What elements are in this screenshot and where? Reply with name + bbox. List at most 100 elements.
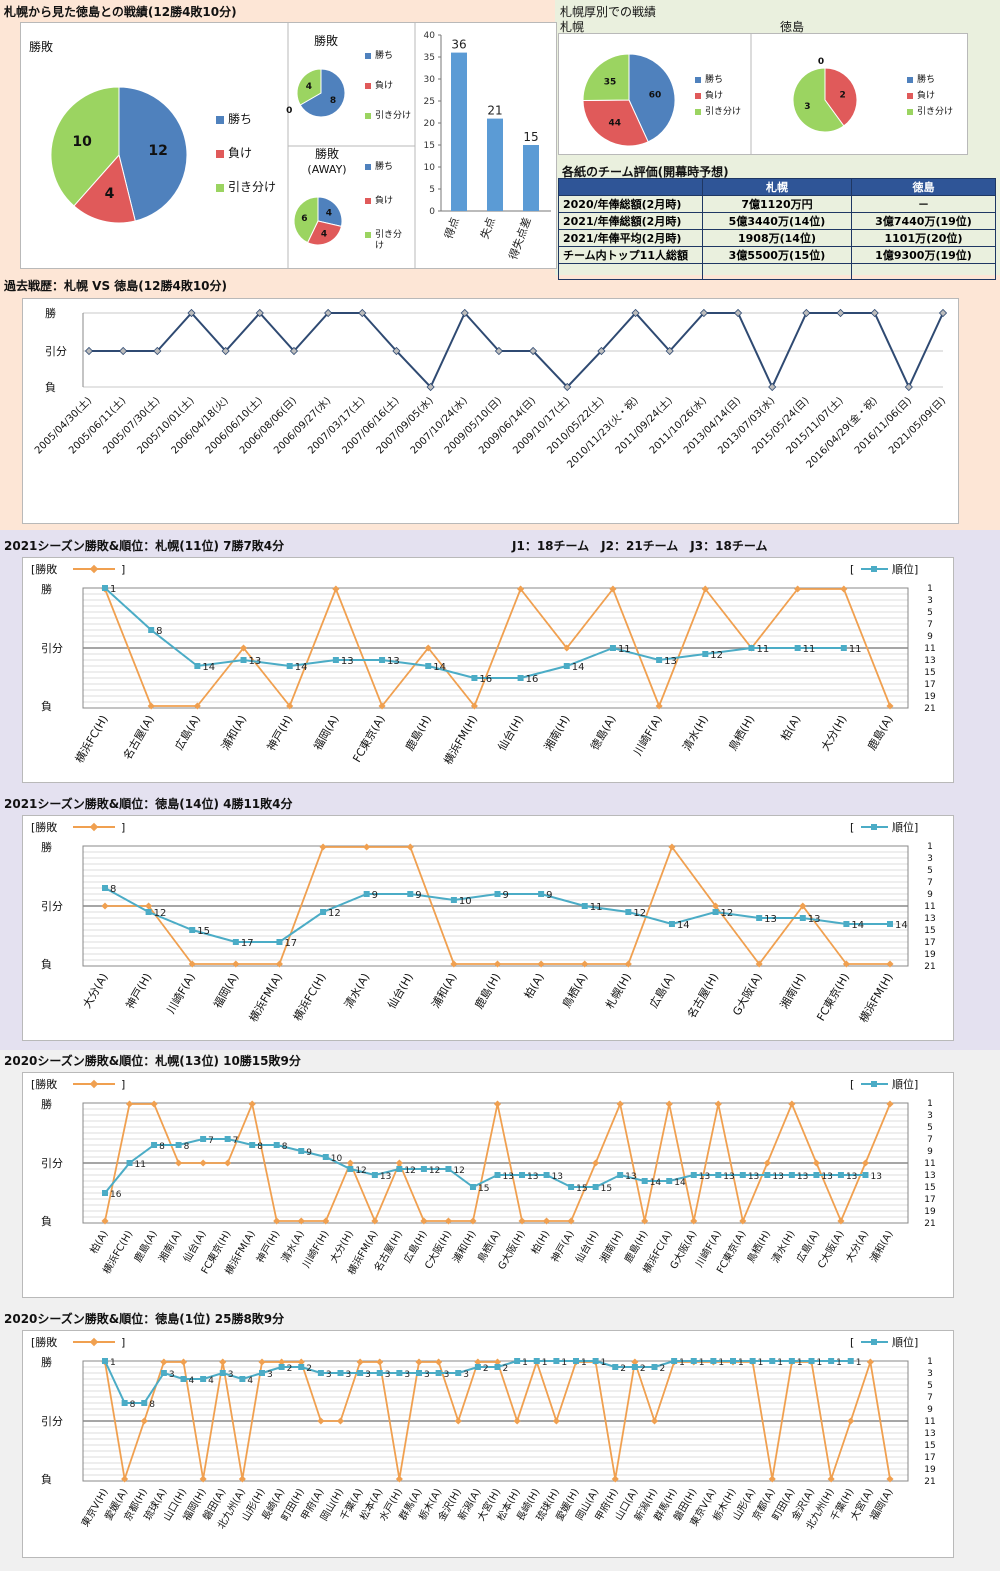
h2h-ylabel: 引分 xyxy=(45,344,67,358)
season-4-result-point xyxy=(847,1417,855,1425)
season-3-rank-label: 13 xyxy=(699,1172,710,1182)
season-1-rank-point xyxy=(794,645,801,651)
season-3-rank-point xyxy=(617,1172,624,1178)
goals-bar xyxy=(451,52,467,211)
season-3-opponent-label: 浦和(A) xyxy=(867,1228,896,1265)
season-3-rank-label: 12 xyxy=(404,1166,415,1176)
season-2-opponent-label: 横浜FM(A) xyxy=(246,971,285,1025)
goals-bar-label: 15 xyxy=(523,130,538,144)
season-1-opponent-label: 柏(A) xyxy=(778,713,804,743)
season-2-plot-frame xyxy=(82,845,909,967)
season-1-panel: [勝敗][順位] 勝引分負 1 3 5 7 9 11 13 15 17 19 21 1 8 14 13 14 13 1… xyxy=(22,557,954,783)
season-3-rank-label: 15 xyxy=(576,1184,587,1194)
season-3-rank-point xyxy=(494,1172,501,1178)
main-pie-label-draw: 10 xyxy=(72,134,92,150)
tokushima-pie-legend-swatch-loss xyxy=(907,93,913,99)
season-3-rank-label: 7 xyxy=(208,1136,214,1146)
sapporo-pie-legend-win: 勝ち xyxy=(705,73,723,85)
sapporo-pie-slice-loss xyxy=(582,99,649,147)
season-3-rank-point xyxy=(298,1148,305,1154)
h2h-date-label: 2006/06/10(土) xyxy=(202,394,265,457)
home-pie-slice-win xyxy=(299,68,346,118)
season-3-rank-tick: 13 xyxy=(924,1171,935,1181)
season-1-result-point xyxy=(147,702,155,710)
season-2-panel: [勝敗][順位] 勝引分負 1 3 5 7 9 11 13 15 17 19 21 8 12 15 17 17 12… xyxy=(22,815,954,1041)
evaluation-cell: 5億3440万(14位) xyxy=(702,212,852,230)
season-3-rank-label: 12 xyxy=(429,1166,440,1176)
season-2-opponent-label: 名古屋(H) xyxy=(684,971,721,1021)
season-2-title: 2021シーズン勝敗&順位：徳島(14位) 4勝11敗4分 xyxy=(4,797,293,811)
season-4-legend-rank-marker xyxy=(871,1339,877,1345)
season-3-opponent-label: 広島(A) xyxy=(793,1228,822,1265)
season-1-opponent-label: 神戸(H) xyxy=(264,713,296,754)
season-4-ylabel: 勝 xyxy=(41,1355,52,1369)
season-2-rank-point xyxy=(189,927,196,933)
season-3-rank-label: 13 xyxy=(503,1172,514,1182)
season-4-rank-label: 1 xyxy=(718,1358,724,1368)
season-3-rank-label: 8 xyxy=(282,1142,288,1152)
season-4-result-point xyxy=(866,1358,874,1366)
season-1-rank-point xyxy=(840,645,847,651)
main-pie-slice-win xyxy=(118,86,188,222)
season-3-result-point xyxy=(493,1100,502,1108)
season-3-rank-point xyxy=(641,1178,648,1184)
season-2-rank-label: 12 xyxy=(721,908,734,919)
season-3-result-point xyxy=(346,1159,354,1167)
season-1-opponent-label: 横浜FM(H) xyxy=(441,713,480,767)
season-2-result-point xyxy=(799,902,807,910)
h2h-point xyxy=(324,308,333,318)
season-4-rank-point xyxy=(749,1358,756,1364)
season-2-opponent-label: 大分(A) xyxy=(79,971,110,1011)
record-panel: 勝敗 12 4 10 勝ち 負け 引き分け 勝敗 8 0 4 勝ち 負け 引き分け 勝敗 (AWAY) 4 4 6 勝… xyxy=(20,22,557,269)
season-3-rank-tick: 17 xyxy=(924,1195,935,1205)
season-3-rank-point xyxy=(102,1190,108,1196)
season-2-rank-point xyxy=(320,909,327,915)
season-1-opponent-label: 清水(H) xyxy=(680,713,711,753)
away-pie-label-win: 4 xyxy=(326,208,332,218)
season-4-rank-label: 1 xyxy=(738,1358,744,1368)
season-1-rank-tick: 13 xyxy=(924,656,935,666)
h2h-point xyxy=(631,308,640,318)
season-4-rank-point xyxy=(102,1358,108,1364)
season-2-result-point xyxy=(755,960,763,968)
season-3-opponent-label: 仙台(H) xyxy=(572,1228,601,1265)
season-3-opponent-label: 湘南(A) xyxy=(156,1228,185,1265)
tokushima-pie-label-loss: 2 xyxy=(840,90,846,100)
season-4-result-point xyxy=(179,1358,188,1366)
season-2-rank-label: 8 xyxy=(110,884,116,895)
season-3-rank-point xyxy=(519,1172,526,1178)
season-3-rank-tick: 11 xyxy=(924,1159,935,1169)
season-2-rank-tick: 13 xyxy=(924,914,935,924)
goals-bar-label: 36 xyxy=(451,38,466,52)
season-3-opponent-label: 仙台(A) xyxy=(180,1228,209,1265)
season-3-opponent-label: 清水(H) xyxy=(769,1228,798,1265)
season-2-legend-result-close: ] xyxy=(121,821,125,834)
season-3-legend-result: [勝敗 xyxy=(31,1077,57,1091)
season-2-rank-point xyxy=(363,891,370,897)
season-4-rank-point xyxy=(671,1358,678,1364)
season-1-opponent-label: 浦和(A) xyxy=(219,713,249,753)
home-pie-title: 勝敗 xyxy=(314,33,338,48)
season-1-opponent-label: 鳥栖(H) xyxy=(726,713,758,754)
main-pie-legend-swatch-loss xyxy=(216,150,224,158)
season-4-rank-point xyxy=(435,1370,442,1376)
goals-ytick-label: 0 xyxy=(429,207,435,217)
main-pie-label-win: 12 xyxy=(148,143,167,159)
season-3-rank-point xyxy=(469,1184,476,1190)
season-3-title: 2020シーズン勝敗&順位：札幌(13位) 10勝15敗9分 xyxy=(4,1054,301,1068)
season-1-result-point xyxy=(470,702,478,710)
h2h-chart: 勝引分負2005/04/30(土)2005/06/11(土)2005/07/30… xyxy=(32,306,949,471)
season-3-rank-label: 7 xyxy=(233,1136,239,1146)
season-4-rank-label: 1 xyxy=(856,1358,862,1368)
season-4-rank-point xyxy=(808,1358,815,1364)
tokushima-pie-slice-loss xyxy=(824,67,858,127)
goals-ytick-label: 35 xyxy=(424,53,435,63)
season-4-rank-tick: 17 xyxy=(924,1453,935,1463)
season-4-rank-label: 2 xyxy=(287,1364,293,1374)
season-2-opponent-label: 鹿島(H) xyxy=(472,971,504,1012)
season-2-opponent-label: 広島(A) xyxy=(646,971,677,1011)
season-3-rank-label: 13 xyxy=(625,1172,636,1182)
season-4-rank-point xyxy=(690,1358,697,1364)
